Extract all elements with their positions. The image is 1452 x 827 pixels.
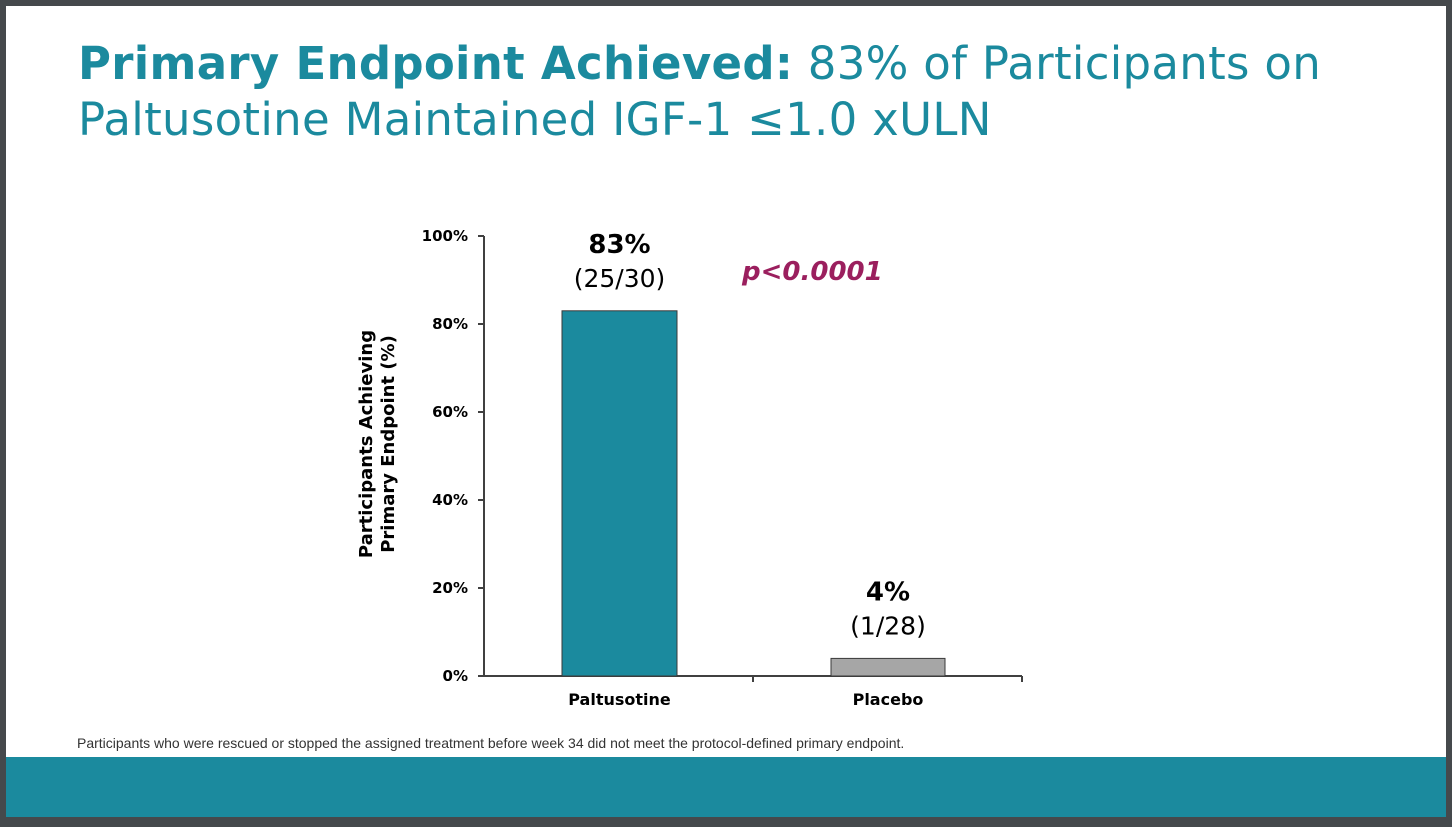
bar-count-label: (1/28) — [850, 611, 926, 640]
y-tick-label: 100% — [422, 227, 468, 245]
y-tick-label: 20% — [432, 579, 468, 597]
bar-paltusotine — [561, 310, 678, 677]
bar-count-label: (25/30) — [574, 264, 666, 293]
title-line-1: Primary Endpoint Achieved: 83% of Partic… — [78, 36, 1438, 92]
y-tick-label: 60% — [432, 403, 468, 421]
p-value-annotation: p<0.0001 — [741, 257, 883, 287]
title-line-2: Paltusotine Maintained IGF-1 ≤1.0 xULN — [78, 93, 992, 146]
y-tick-label: 80% — [432, 315, 468, 333]
x-category-label: Placebo — [853, 690, 924, 709]
x-category-label: Paltusotine — [568, 690, 671, 709]
bar-value-label: 4% — [866, 577, 910, 607]
bar-value-label: 83% — [588, 230, 650, 260]
slide: Primary Endpoint Achieved: 83% of Partic… — [6, 6, 1446, 817]
slide-title: Primary Endpoint Achieved: 83% of Partic… — [78, 36, 1438, 148]
y-tick-label: 40% — [432, 491, 468, 509]
bar-chart: 0% 20% 40% 60% 80% 100% Participants Achieving… — [356, 227, 1023, 709]
bar-placebo — [830, 657, 946, 677]
footnote: Participants who were rescued or stopped… — [77, 735, 905, 751]
y-axis-label: Participants AchievingPrimary Endpoint (… — [356, 330, 399, 558]
y-tick-label: 0% — [443, 667, 468, 685]
title-light: 83% of Participants on — [793, 37, 1322, 90]
footer-bar — [6, 757, 1446, 817]
title-bold: Primary Endpoint Achieved: — [78, 37, 794, 90]
